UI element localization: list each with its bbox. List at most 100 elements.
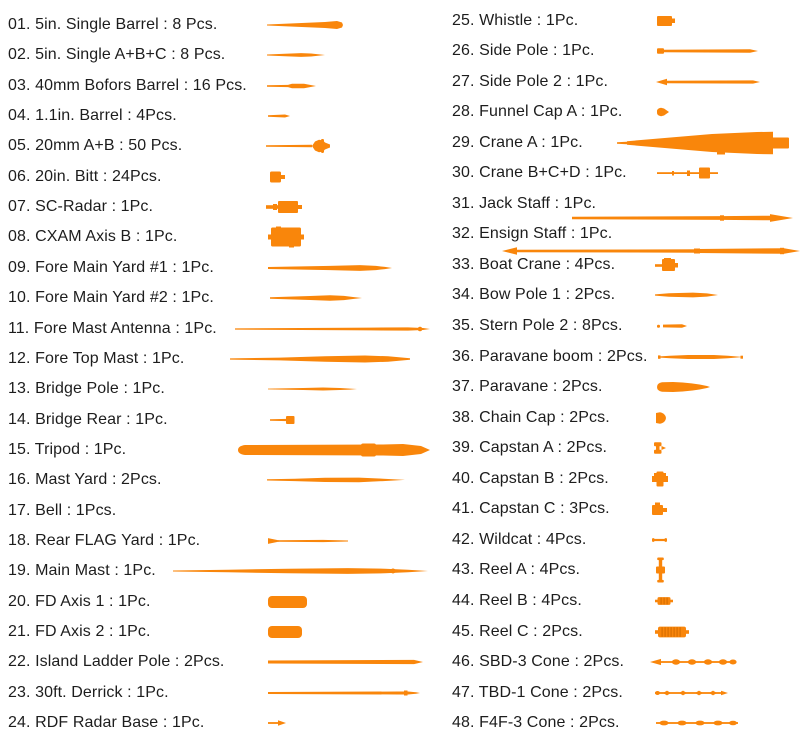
part-label: 16. Mast Yard : 2Pcs. bbox=[8, 471, 162, 489]
list-item-cxam-axis-b: 08. CXAM Axis B : 1Pc. bbox=[0, 222, 800, 252]
island-ladder-pole-part-icon bbox=[268, 660, 423, 665]
list-item-ensign-staff: 32. Ensign Staff : 1Pc. bbox=[0, 219, 800, 256]
part-label: 14. Bridge Rear : 1Pc. bbox=[8, 410, 168, 428]
paravane-part-icon bbox=[657, 382, 710, 393]
list-item-capstan-b: 40. Capstan B : 2Pcs. bbox=[0, 464, 800, 494]
list-item-sc-radar: 07. SC-Radar : 1Pc. bbox=[0, 192, 800, 222]
fore-mast-antenna-part-icon bbox=[235, 326, 430, 331]
part-label: 46. SBD-3 Cone : 2Pcs. bbox=[452, 653, 625, 671]
list-item-1-1in-barrel: 04. 1.1in. Barrel : 4Pcs. bbox=[0, 101, 800, 131]
part-label: 12. Fore Top Mast : 1Pc. bbox=[8, 349, 185, 367]
list-item-sbd-3-cone: 46. SBD-3 Cone : 2Pcs. bbox=[0, 647, 800, 677]
part-label: 42. Wildcat : 4Pcs. bbox=[452, 530, 587, 548]
20mm-ab-part-icon bbox=[266, 139, 330, 154]
list-item-paravane-boom: 36. Paravane boom : 2Pcs. bbox=[0, 342, 800, 372]
part-label: 39. Capstan A : 2Pcs. bbox=[452, 439, 608, 457]
list-item-rear-flag-yard: 18. Rear FLAG Yard : 1Pc. bbox=[0, 526, 800, 556]
boat-crane-part-icon bbox=[655, 257, 678, 272]
mast-yard-part-icon bbox=[267, 477, 405, 483]
part-label: 40. Capstan B : 2Pcs. bbox=[452, 469, 609, 487]
chain-cap-part-icon bbox=[656, 411, 666, 424]
list-item-40mm-bofors-barrel: 03. 40mm Bofors Barrel : 16 Pcs. bbox=[0, 71, 800, 101]
ensign-staff-part-icon bbox=[502, 246, 800, 256]
list-item-jack-staff: 31. Jack Staff : 1Pc. bbox=[0, 189, 800, 222]
list-item-crane-bcd: 30. Crane B+C+D : 1Pc. bbox=[0, 158, 800, 188]
part-label: 38. Chain Cap : 2Pcs. bbox=[452, 408, 610, 426]
bridge-pole-part-icon bbox=[268, 387, 357, 391]
list-item-main-mast: 19. Main Mast : 1Pc. bbox=[0, 556, 800, 586]
part-label: 10. Fore Main Yard #2 : 1Pc. bbox=[8, 289, 214, 307]
list-item-fore-mast-antenna: 11. Fore Mast Antenna : 1Pc. bbox=[0, 314, 800, 344]
part-label: 02. 5in. Single A+B+C : 8 Pcs. bbox=[8, 46, 226, 64]
part-label: 31. Jack Staff : 1Pc. bbox=[452, 194, 597, 212]
part-label: 28. Funnel Cap A : 1Pc. bbox=[452, 103, 623, 121]
whistle-part-icon bbox=[657, 15, 675, 26]
sc-radar-part-icon bbox=[266, 200, 302, 214]
list-item-fd-axis-2: 21. FD Axis 2 : 1Pc. bbox=[0, 617, 800, 647]
part-label: 47. TBD-1 Cone : 2Pcs. bbox=[452, 683, 623, 701]
part-label: 07. SC-Radar : 1Pc. bbox=[8, 198, 154, 216]
part-label: 29. Crane A : 1Pc. bbox=[452, 133, 583, 151]
part-label: 25. Whistle : 1Pc. bbox=[452, 11, 579, 29]
list-item-bell: 17. Bell : 1Pcs. bbox=[0, 496, 800, 526]
part-label: 23. 30ft. Derrick : 1Pc. bbox=[8, 683, 169, 701]
part-label: 18. Rear FLAG Yard : 1Pc. bbox=[8, 531, 201, 549]
reel-a-part-icon bbox=[656, 557, 665, 583]
list-item-boat-crane: 33. Boat Crane : 4Pcs. bbox=[0, 250, 800, 280]
list-item-mast-yard: 16. Mast Yard : 2Pcs. bbox=[0, 465, 800, 495]
part-label: 32. Ensign Staff : 1Pc. bbox=[452, 225, 613, 243]
part-label: 37. Paravane : 2Pcs. bbox=[452, 378, 603, 396]
part-label: 01. 5in. Single Barrel : 8 Pcs. bbox=[8, 16, 218, 33]
part-label: 08. CXAM Axis B : 1Pc. bbox=[8, 228, 178, 246]
list-item-chain-cap: 38. Chain Cap : 2Pcs. bbox=[0, 403, 800, 433]
list-item-tbd-1-cone: 47. TBD-1 Cone : 2Pcs. bbox=[0, 678, 800, 708]
part-label: 03. 40mm Bofors Barrel : 16 Pcs. bbox=[8, 76, 247, 94]
list-item-30ft-derrick: 23. 30ft. Derrick : 1Pc. bbox=[0, 678, 800, 708]
list-item-island-ladder-pole: 22. Island Ladder Pole : 2Pcs. bbox=[0, 647, 800, 677]
list-item-fore-top-mast: 12. Fore Top Mast : 1Pc. bbox=[0, 344, 800, 374]
part-label: 22. Island Ladder Pole : 2Pcs. bbox=[8, 653, 225, 671]
funnel-cap-a-part-icon bbox=[656, 107, 669, 117]
list-item-fd-axis-1: 20. FD Axis 1 : 1Pc. bbox=[0, 587, 800, 617]
cxam-axis-b-part-icon bbox=[268, 226, 304, 248]
40mm-bofors-barrel-part-icon bbox=[267, 83, 316, 89]
part-label: 26. Side Pole : 1Pc. bbox=[452, 42, 595, 60]
main-mast-part-icon bbox=[173, 568, 428, 575]
crane-a-part-icon bbox=[617, 131, 790, 155]
5in-single-barrel-part-icon bbox=[267, 21, 343, 30]
reel-c-part-icon bbox=[655, 626, 689, 638]
fore-main-yard-2-part-icon bbox=[270, 295, 362, 302]
list-item-reel-c: 45. Reel C : 2Pcs. bbox=[0, 617, 800, 647]
list-item-bow-pole-1: 34. Bow Pole 1 : 2Pcs. bbox=[0, 280, 800, 310]
part-label: 24. RDF Radar Base : 1Pc. bbox=[8, 714, 205, 732]
part-label: 34. Bow Pole 1 : 2Pcs. bbox=[452, 286, 616, 304]
rear-flag-yard-part-icon bbox=[268, 537, 348, 544]
list-item-reel-b: 44. Reel B : 4Pcs. bbox=[0, 586, 800, 616]
list-item-tripod: 15. Tripod : 1Pc. bbox=[0, 435, 800, 465]
list-item-reel-a: 43. Reel A : 4Pcs. bbox=[0, 555, 800, 585]
side-pole-part-icon bbox=[657, 47, 758, 55]
tbd-1-cone-part-icon bbox=[655, 689, 728, 697]
part-label: 45. Reel C : 2Pcs. bbox=[452, 622, 583, 640]
tripod-part-icon bbox=[238, 443, 430, 457]
stern-pole-2-part-icon bbox=[657, 323, 687, 329]
part-label: 43. Reel A : 4Pcs. bbox=[452, 561, 581, 579]
list-item-funnel-cap-a: 28. Funnel Cap A : 1Pc. bbox=[0, 97, 800, 127]
30ft-derrick-part-icon bbox=[268, 690, 420, 696]
list-item-20in-bitt: 06. 20in. Bitt : 24Pcs. bbox=[0, 162, 800, 192]
fore-top-mast-part-icon bbox=[230, 355, 410, 363]
part-label: 33. Boat Crane : 4Pcs. bbox=[452, 255, 616, 273]
capstan-a-part-icon bbox=[654, 442, 666, 455]
list-item-fore-main-yard-1: 09. Fore Main Yard #1 : 1Pc. bbox=[0, 253, 800, 283]
bow-pole-1-part-icon bbox=[655, 292, 718, 298]
fd-axis-1-part-icon bbox=[268, 595, 307, 608]
part-label: 06. 20in. Bitt : 24Pcs. bbox=[8, 167, 162, 185]
list-item-rdf-radar-base: 24. RDF Radar Base : 1Pc. bbox=[0, 708, 800, 738]
rdf-radar-base-part-icon bbox=[268, 720, 286, 727]
sbd-3-cone-part-icon bbox=[650, 658, 737, 667]
list-item-capstan-a: 39. Capstan A : 2Pcs. bbox=[0, 433, 800, 463]
part-label: 41. Capstan C : 3Pcs. bbox=[452, 500, 610, 518]
list-item-stern-pole-2: 35. Stern Pole 2 : 8Pcs. bbox=[0, 311, 800, 341]
